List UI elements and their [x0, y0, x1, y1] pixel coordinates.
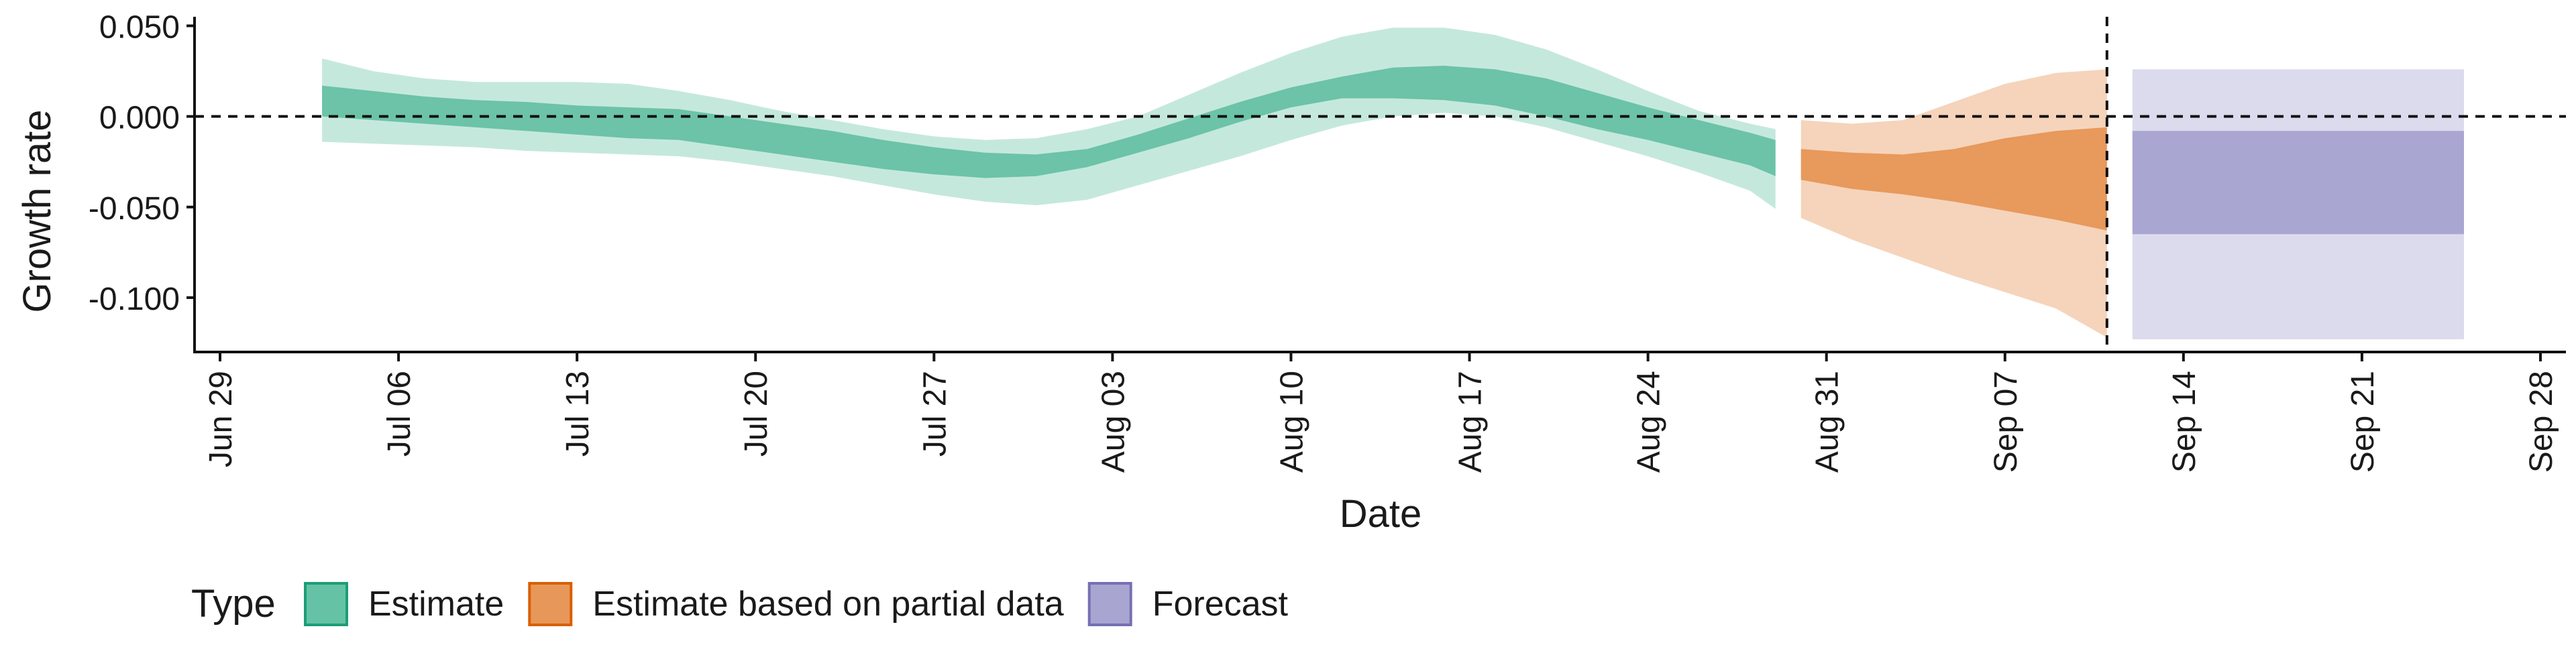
- x-axis-title: Date: [1340, 492, 1422, 536]
- x-tick-label: Sep 14: [2167, 371, 2202, 473]
- y-tick-label: 0.000: [99, 101, 180, 136]
- x-tick-label: Aug 03: [1095, 371, 1131, 473]
- x-tick-label: Jul 06: [382, 371, 417, 457]
- legend-key-forecast: [1087, 582, 1132, 626]
- x-tick-label: Sep 21: [2345, 371, 2381, 473]
- bands-layer: [322, 27, 2464, 340]
- axes: 0.050 0.000 -0.050 -0.100 Jun 29 Jul 06 Jul 13…: [89, 10, 2566, 473]
- y-tick-label: 0.050: [99, 10, 180, 46]
- x-tick-label: Aug 17: [1453, 371, 1489, 473]
- x-tick-label: Aug 10: [1275, 371, 1310, 473]
- x-tick-label: Jun 29: [203, 371, 239, 467]
- y-tick-label: -0.100: [89, 282, 180, 317]
- y-tick-label: -0.050: [89, 191, 180, 227]
- legend-key-estimate-based-on-partial-data: [528, 582, 573, 626]
- legend-label-forecast: Forecast: [1152, 585, 1289, 624]
- legend-label-estimate: Estimate: [368, 585, 504, 624]
- x-tick-label: Aug 31: [1810, 371, 1845, 473]
- x-tick-label: Sep 28: [2524, 371, 2559, 473]
- band-inner-estimate: [322, 66, 1776, 178]
- x-tick-label: Jul 27: [917, 371, 953, 457]
- band-inner-forecast: [2132, 131, 2464, 235]
- legend: Type Estimate Estimate based on partial d…: [191, 582, 1289, 626]
- band-inner-estimate-based-on-partial-data: [1801, 127, 2107, 231]
- legend-label-estimate-based-on-partial-data: Estimate based on partial data: [592, 585, 1064, 624]
- x-tick-label: Jul 13: [560, 371, 596, 457]
- y-axis-title: Growth rate: [15, 110, 59, 313]
- x-tick-label: Jul 20: [739, 371, 774, 457]
- reference-lines: [195, 17, 2566, 352]
- x-tick-label: Sep 07: [1988, 371, 2024, 473]
- x-tick-label: Aug 24: [1631, 371, 1667, 473]
- legend-title: Type: [191, 582, 276, 626]
- legend-key-estimate: [304, 582, 348, 626]
